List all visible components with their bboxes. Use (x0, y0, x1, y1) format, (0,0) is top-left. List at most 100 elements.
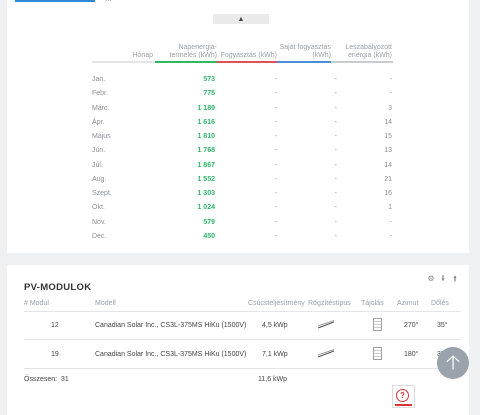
total-label: Összesen: (24, 376, 58, 383)
module-peak: 7,1 kWp (262, 351, 288, 358)
month-label: Jún. (92, 147, 106, 155)
curtailed-value: 21 (384, 175, 392, 183)
arrow-down-icon[interactable]: 🠛 (440, 274, 445, 283)
production-value: 1 616 (197, 118, 215, 126)
month-label: Aug. (92, 175, 107, 183)
col-header-model: Modell (95, 300, 116, 307)
collapse-button[interactable]: ▲ (213, 14, 269, 24)
module-model: Canadian Solar Inc., CS3L-375MS HiKu (15… (95, 322, 247, 329)
consumption-value: - (274, 133, 277, 140)
header-divider (24, 311, 461, 312)
module-azimuth: 270° (404, 322, 419, 329)
curtailed-value: 13 (384, 147, 392, 155)
consumption-value: - (274, 104, 277, 112)
curtailed-value: 15 (384, 133, 392, 140)
active-tab-indicator (15, 0, 95, 2)
month-label: Dec. (92, 232, 107, 240)
module-azimuth: 180° (404, 351, 419, 358)
production-value: 1 189 (197, 104, 215, 112)
help-underline (395, 404, 412, 406)
consumption-value: - (274, 204, 277, 212)
header-underline-production (155, 61, 217, 63)
monthly-energy-card: ... ▲ Hónap Napenergia- termelés (kWh) F… (7, 0, 469, 253)
col-header-azimuth: Azimut (397, 300, 419, 307)
total-peak: 11,6 kWp (258, 376, 288, 383)
self-consumption-value: - (334, 90, 337, 98)
header-production: Napenergia- termelés (kWh) (169, 44, 217, 59)
self-consumption-value: - (334, 232, 337, 240)
consumption-value: - (274, 76, 277, 83)
mount-type-icon (317, 320, 335, 329)
month-label: Jan. (92, 76, 106, 83)
question-icon: ? (396, 389, 409, 402)
pv-modules-title: PV-MODULOK (24, 282, 92, 293)
curtailed-value: - (389, 76, 392, 83)
self-consumption-value: - (334, 161, 337, 169)
production-value: 1 552 (197, 175, 215, 183)
consumption-value: - (274, 161, 277, 169)
help-button[interactable]: ? (392, 385, 415, 408)
production-value: 579 (203, 218, 215, 226)
production-value: 1 024 (197, 204, 215, 212)
production-value: 1 867 (197, 161, 215, 169)
col-header-tilt: Dőlés (431, 300, 449, 307)
curtailed-value: - (389, 218, 392, 226)
month-label: Nov. (92, 218, 106, 226)
curtailed-value: 16 (384, 190, 392, 197)
orientation-panel-icon (373, 318, 382, 331)
module-num: 19 (51, 351, 59, 358)
header-underline-month (92, 61, 155, 63)
curtailed-value: 3 (388, 104, 392, 112)
production-value: 573 (203, 76, 215, 83)
self-consumption-value: - (334, 76, 337, 83)
header-feedin: Leszabályozott energia (kWh) (345, 44, 392, 59)
col-header-module-num: # Modul (24, 300, 49, 307)
row-divider (24, 368, 461, 369)
production-value: 1 810 (197, 133, 215, 140)
production-value: 450 (203, 232, 215, 240)
module-peak: 4,5 kWp (262, 322, 288, 329)
header-underline-consumption (217, 61, 277, 63)
month-label: Júl. (92, 161, 103, 169)
month-label: Május (92, 133, 111, 140)
month-label: Márc. (92, 104, 110, 112)
col-header-peak: Csúcsteljesítmény (248, 300, 305, 307)
production-value: 775 (203, 90, 215, 98)
consumption-value: - (274, 190, 277, 197)
self-consumption-value: - (334, 147, 337, 155)
arrow-up-icon[interactable]: 🠙 (452, 274, 457, 283)
consumption-value: - (274, 118, 277, 126)
module-num: 12 (51, 322, 59, 329)
header-consumption: Fogyasztás (kWh) (220, 52, 277, 59)
production-value: 1 303 (197, 190, 215, 197)
top-fragment-text: ... (105, 0, 112, 3)
self-consumption-value: - (334, 175, 337, 183)
consumption-value: - (274, 175, 277, 183)
month-label: Szept. (92, 190, 112, 197)
header-underline-feedin (331, 61, 393, 63)
col-header-mount: Rögzítéstípus (308, 300, 351, 307)
module-tilt: 35° (437, 322, 448, 329)
self-consumption-value: - (334, 133, 337, 140)
consumption-value: - (274, 147, 277, 155)
production-value: 1 768 (197, 147, 215, 155)
curtailed-value: 1 (388, 204, 392, 212)
arrow-up-icon: 🡡 (445, 352, 461, 374)
row-divider (24, 339, 461, 340)
total-count: 31 (61, 376, 69, 383)
consumption-value: - (274, 232, 277, 240)
header-self-consumption: Saját fogyasztás (kWh) (279, 44, 331, 59)
scroll-to-top-button[interactable]: 🡡 (437, 347, 469, 379)
header-underline-self-consumption (277, 61, 331, 63)
month-label: Ápr. (92, 118, 105, 126)
consumption-value: - (274, 218, 277, 226)
gear-icon[interactable]: ⚙ (427, 274, 435, 283)
orientation-panel-icon (373, 347, 382, 360)
curtailed-value: 14 (384, 118, 392, 126)
self-consumption-value: - (334, 218, 337, 226)
self-consumption-value: - (334, 204, 337, 212)
chevron-up-icon: ▲ (237, 15, 245, 23)
consumption-value: - (274, 90, 277, 98)
self-consumption-value: - (334, 118, 337, 126)
self-consumption-value: - (334, 190, 337, 197)
